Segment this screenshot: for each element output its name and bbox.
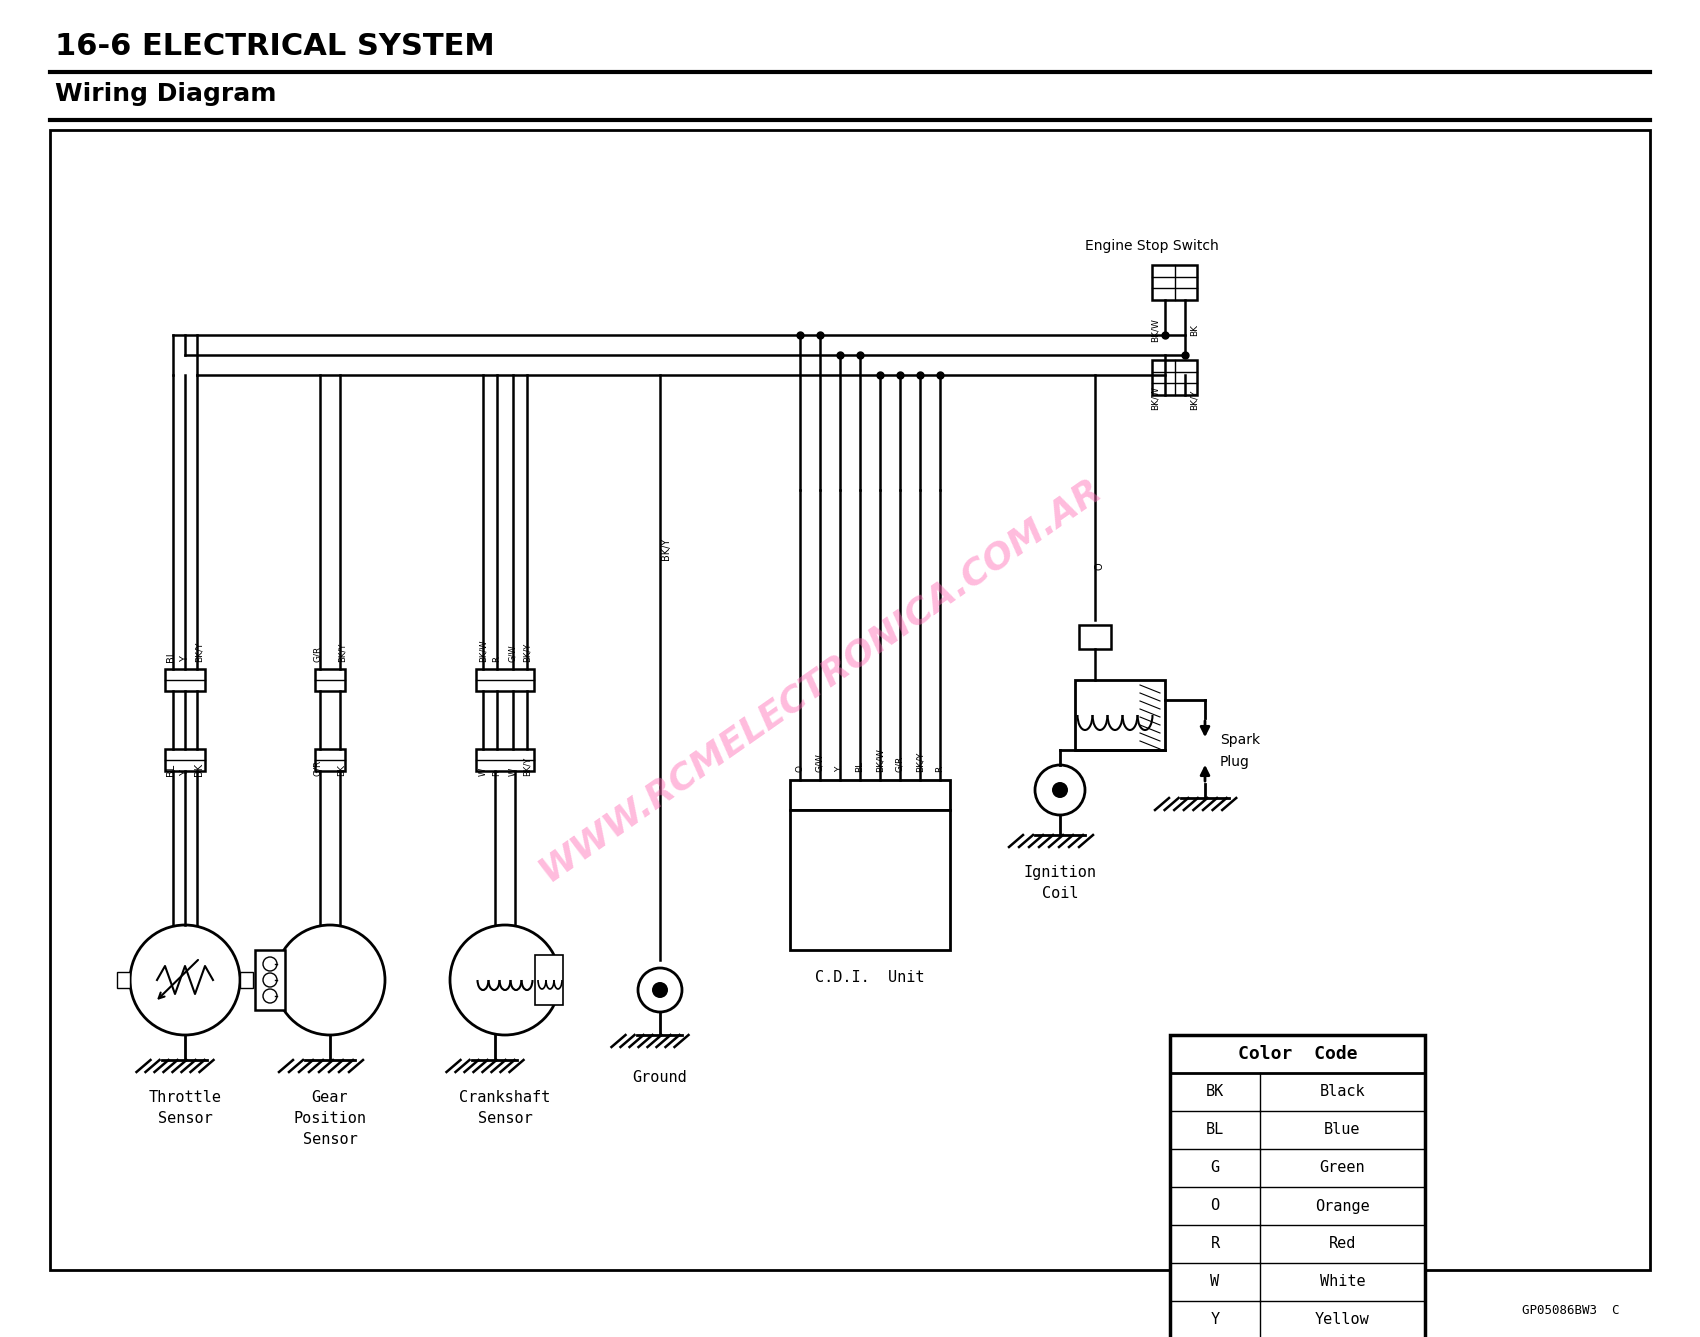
Text: G/R: G/R xyxy=(896,755,904,771)
Text: Y: Y xyxy=(180,770,190,775)
Text: Yellow: Yellow xyxy=(1316,1313,1370,1328)
Bar xyxy=(314,749,345,771)
Circle shape xyxy=(1052,782,1068,798)
Text: Color  Code: Color Code xyxy=(1238,1046,1357,1063)
Text: Green: Green xyxy=(1319,1161,1365,1175)
Text: Y: Y xyxy=(1210,1313,1219,1328)
Bar xyxy=(117,972,129,988)
Text: C.D.I.  Unit: C.D.I. Unit xyxy=(816,971,925,985)
Text: BK/Y: BK/Y xyxy=(916,751,925,771)
Text: O: O xyxy=(796,765,804,771)
Bar xyxy=(476,749,534,771)
Text: R: R xyxy=(1210,1237,1219,1251)
Text: BL: BL xyxy=(855,761,865,771)
Text: Orange: Orange xyxy=(1316,1198,1370,1214)
Text: G: G xyxy=(1210,1161,1219,1175)
Text: Ignition
Coil: Ignition Coil xyxy=(1023,865,1096,901)
Circle shape xyxy=(653,981,668,997)
Text: Black: Black xyxy=(1319,1084,1365,1099)
Text: Red: Red xyxy=(1329,1237,1357,1251)
Text: BK/Y: BK/Y xyxy=(661,537,672,560)
Bar xyxy=(165,749,206,771)
Text: BK: BK xyxy=(338,763,347,775)
Text: Y: Y xyxy=(835,766,845,771)
Bar xyxy=(314,668,345,691)
Text: Y: Y xyxy=(180,656,190,662)
Text: W: W xyxy=(478,767,488,775)
Text: R: R xyxy=(493,770,501,775)
Text: 16-6 ELECTRICAL SYSTEM: 16-6 ELECTRICAL SYSTEM xyxy=(54,32,495,62)
Text: BK/Y: BK/Y xyxy=(194,642,204,662)
Bar xyxy=(476,668,534,691)
Text: O: O xyxy=(1095,563,1105,570)
Text: BK: BK xyxy=(194,763,204,775)
Text: BK/Y: BK/Y xyxy=(338,643,347,662)
Text: BK/Y: BK/Y xyxy=(522,757,532,775)
Text: Ground: Ground xyxy=(632,1070,687,1086)
Bar xyxy=(1153,265,1197,299)
Text: Throttle
Sensor: Throttle Sensor xyxy=(148,1090,221,1126)
Text: GP05086BW3  C: GP05086BW3 C xyxy=(1523,1304,1620,1317)
Text: BK: BK xyxy=(1205,1084,1224,1099)
Text: BK/W: BK/W xyxy=(1151,318,1159,342)
Text: Plug: Plug xyxy=(1221,755,1250,769)
Text: White: White xyxy=(1319,1274,1365,1289)
Bar xyxy=(1170,1035,1425,1337)
Bar xyxy=(790,810,950,951)
Text: Blue: Blue xyxy=(1324,1123,1360,1138)
Text: BK: BK xyxy=(1190,324,1198,336)
Text: BL: BL xyxy=(167,763,177,775)
Text: Engine Stop Switch: Engine Stop Switch xyxy=(1085,239,1219,253)
Text: G/W: G/W xyxy=(816,753,824,771)
Text: G/W: G/W xyxy=(508,644,517,662)
Text: WWW.RCMELECTRONICA.COM.AR: WWW.RCMELECTRONICA.COM.AR xyxy=(532,472,1107,888)
Text: G/R: G/R xyxy=(313,759,323,775)
Text: BK/Y: BK/Y xyxy=(1190,389,1198,410)
Bar xyxy=(1080,624,1112,648)
Bar xyxy=(165,668,206,691)
Text: BL: BL xyxy=(167,650,177,662)
Bar xyxy=(240,972,253,988)
Text: G/R: G/R xyxy=(313,646,323,662)
Bar xyxy=(49,130,1651,1270)
Text: Crankshaft
Sensor: Crankshaft Sensor xyxy=(459,1090,551,1126)
Bar xyxy=(536,955,563,1005)
Bar xyxy=(790,779,950,810)
Text: W: W xyxy=(508,767,517,775)
Text: Gear
Position
Sensor: Gear Position Sensor xyxy=(294,1090,367,1147)
Text: O: O xyxy=(1210,1198,1219,1214)
Text: BK/W: BK/W xyxy=(478,639,488,662)
Text: W: W xyxy=(1210,1274,1219,1289)
Text: R: R xyxy=(493,656,501,662)
Text: R: R xyxy=(935,766,945,771)
Text: BK/W: BK/W xyxy=(876,749,884,771)
Text: BK/W: BK/W xyxy=(1151,386,1159,410)
Bar xyxy=(1074,681,1165,750)
Text: Spark: Spark xyxy=(1221,733,1260,747)
Text: BK/Y: BK/Y xyxy=(522,643,532,662)
Text: BL: BL xyxy=(1205,1123,1224,1138)
Text: Wiring Diagram: Wiring Diagram xyxy=(54,82,277,106)
Bar xyxy=(1153,360,1197,394)
Bar xyxy=(255,951,286,1009)
